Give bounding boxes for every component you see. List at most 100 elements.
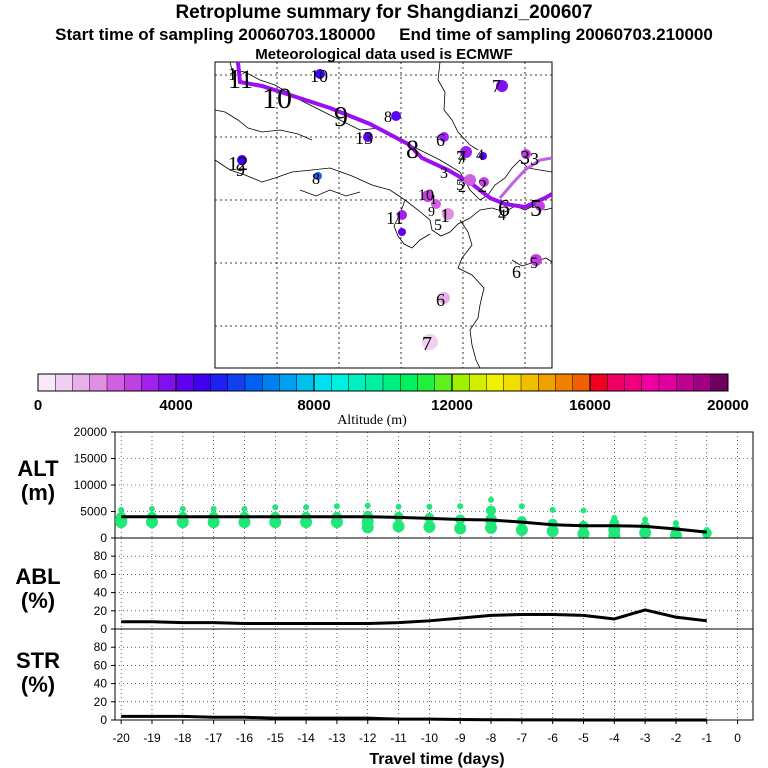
particle-cluster: [439, 132, 449, 142]
alt-scatter-point: [549, 506, 556, 513]
y-axis-label: ABL: [15, 564, 60, 589]
alt-scatter-point: [176, 516, 189, 529]
colorbar-swatch: [659, 374, 677, 391]
x-tick-label: 0: [734, 731, 741, 745]
colorbar-tick-label: 12000: [431, 397, 473, 414]
abl-panel: 80 60 40 20 0 ABL(%): [15, 537, 754, 636]
alt-scatter-point: [179, 505, 186, 512]
map-day-label: 8: [406, 135, 419, 164]
particle-cluster: [521, 149, 531, 159]
alt-scatter-point: [115, 516, 128, 529]
colorbar-swatch: [469, 374, 487, 391]
map-day-label: 9: [236, 160, 245, 180]
map-day-label: 3: [520, 147, 530, 169]
x-tick-label: -6: [547, 731, 558, 745]
end-time-label: End time of sampling 20060703.210000: [399, 25, 713, 44]
colorbar-swatch: [38, 374, 56, 391]
particle-cluster: [438, 292, 450, 304]
y-axis-label: (%): [21, 588, 55, 613]
map-border: [299, 189, 361, 197]
particle-cluster: [398, 228, 406, 236]
colorbar-swatch: [227, 374, 246, 391]
particle-cluster: [535, 201, 545, 211]
x-tick-label: -3: [640, 731, 651, 745]
map-frame: [214, 61, 553, 369]
start-time-label: Start time of sampling 20060703.180000: [55, 25, 376, 44]
map-day-label: 10: [310, 66, 328, 86]
panel-frame: [114, 628, 754, 721]
colorbar-swatch: [590, 374, 608, 391]
map-day-label: 7: [422, 333, 432, 355]
alt-scatter-point: [269, 516, 282, 529]
alt-scatter-point: [272, 504, 279, 511]
particle-cluster: [363, 132, 373, 142]
map-border: [437, 61, 479, 151]
x-tick-label: -11: [390, 731, 407, 745]
map-day-label: 7: [456, 147, 466, 169]
y-axis-label: STR: [16, 648, 60, 673]
map-day-label: 4: [498, 207, 506, 224]
map-day-label: 6: [436, 130, 445, 150]
map-day-label: 5: [530, 255, 538, 272]
particle-cluster: [314, 172, 322, 180]
colorbar-tick-label: 0: [34, 397, 42, 414]
alt-scatter-point: [488, 496, 495, 503]
y-axis-label: (m): [21, 480, 55, 505]
map-day-label: 8: [384, 109, 392, 126]
colorbar-swatch: [314, 374, 332, 391]
colorbar-swatch: [641, 374, 660, 391]
map-border: [371, 184, 493, 237]
map-border: [479, 159, 553, 201]
particle-cluster: [496, 80, 508, 92]
colorbar-swatch: [452, 374, 470, 391]
map-day-label: 10: [418, 187, 434, 204]
alt-scatter-point: [457, 503, 464, 510]
particle-cluster: [460, 146, 472, 158]
map-day-label: 1: [430, 193, 437, 208]
colorbar-tick-label: 20000: [707, 397, 749, 414]
alt-scatter-point: [577, 527, 590, 540]
y-tick-label: 80: [94, 549, 108, 563]
x-axis-label: Travel time (days): [369, 751, 504, 768]
map-day-label: 3: [530, 149, 539, 169]
colorbar-axis-label: Altitude (m): [337, 413, 407, 428]
colorbar-swatch: [538, 374, 556, 391]
alt-scatter-point: [426, 503, 433, 510]
map-day-label: 5: [434, 217, 442, 234]
particle-cluster: [431, 199, 441, 209]
y-tick-label: 0: [100, 713, 107, 727]
map-day-label: 2: [478, 176, 487, 196]
y-tick-label: 40: [94, 677, 108, 691]
map-border: [491, 204, 553, 213]
x-tick-label: -7: [517, 731, 528, 745]
alt-scatter-point: [518, 503, 525, 510]
y-tick-label: 0: [100, 531, 107, 545]
x-tick-label: -8: [486, 731, 497, 745]
panel-frame: [114, 537, 754, 630]
colorbar-swatch: [400, 374, 418, 391]
map-day-label: 13: [355, 128, 373, 148]
x-tick-label: -1: [701, 731, 712, 745]
alt-scatter-point: [392, 520, 405, 533]
colorbar-tick-label: 16000: [569, 397, 611, 414]
alt-scatter-point: [241, 505, 248, 512]
alt-scatter-point: [672, 520, 679, 527]
y-axis-label: ALT: [17, 456, 59, 481]
colorbar-tick-label: 4000: [159, 397, 192, 414]
colorbar-swatch: [521, 374, 539, 391]
map-day-label: 6: [512, 262, 521, 282]
colorbar-swatch: [365, 374, 384, 391]
colorbar-swatch: [72, 374, 91, 391]
map-border: [229, 61, 481, 201]
alt-scatter-point: [364, 502, 371, 509]
y-tick-label: 20: [94, 695, 108, 709]
alt-scatter-point: [148, 505, 155, 512]
y-tick-label: 15000: [74, 452, 108, 466]
x-tick-label: -9: [455, 731, 466, 745]
colorbar-swatch: [245, 374, 263, 391]
met-data-label: Meteorological data used is ECMWF: [255, 46, 513, 63]
colorbar-swatch: [176, 374, 194, 391]
map-day-label: 1: [228, 64, 237, 84]
trajectory-path: [236, 61, 553, 210]
